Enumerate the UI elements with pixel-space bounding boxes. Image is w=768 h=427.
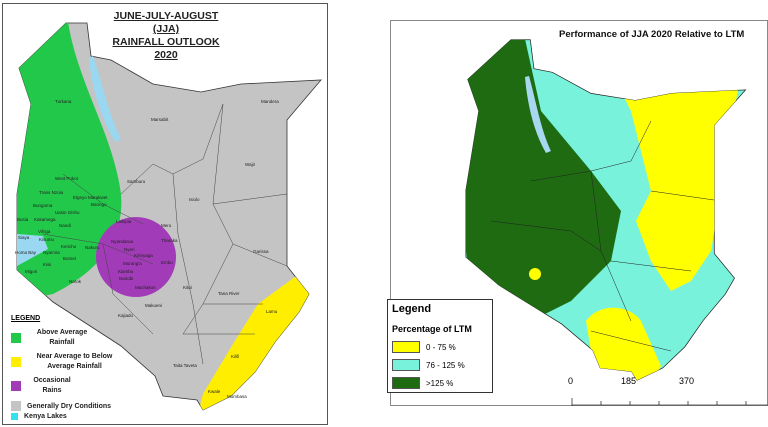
- scale-label: 0: [568, 376, 574, 386]
- legend-item-0-75: 0 - 75 %: [392, 341, 456, 353]
- performance-map: [465, 39, 747, 381]
- county-label: Nakuru: [85, 245, 100, 250]
- legend-item-above-125: >125 %: [392, 377, 453, 389]
- scale-bar: 0 185 370: [568, 376, 768, 406]
- outlook-title: JUNE-JULY-AUGUST (JJA) RAINFALL OUTLOOK 2…: [112, 10, 220, 61]
- county-label: Nyamira: [43, 250, 60, 255]
- county-label: Taita Taveta: [173, 363, 197, 368]
- county-label: Kirinyaga: [134, 253, 153, 258]
- legend-title: LEGEND: [11, 315, 41, 322]
- legend-item-76-125: 76 - 125 %: [392, 359, 465, 371]
- rainfall-outlook-map-panel: JUNE-JULY-AUGUST (JJA) RAINFALL OUTLOOK 2…: [2, 3, 328, 425]
- zero-75-zone-south: [586, 307, 661, 381]
- county-label: Bomet: [63, 256, 77, 261]
- legend-box: Legend Percentage of LTM 0 - 75 % 76 - 1…: [387, 299, 493, 393]
- county-label: Kericho: [61, 244, 77, 249]
- zero-75-spot: [529, 268, 541, 280]
- county-label: Tana River: [218, 291, 240, 296]
- legend-swatch: [11, 381, 21, 391]
- legend-subtitle: Percentage of LTM: [392, 324, 472, 334]
- county-label: Makueni: [145, 303, 163, 308]
- county-label: Migori: [25, 269, 38, 274]
- county-label: Kiambu: [118, 269, 134, 274]
- county-label: Kisumu: [39, 237, 55, 242]
- scale-label: 370: [679, 376, 695, 386]
- county-label: Kajiado: [118, 313, 134, 318]
- county-label: Laikipia: [116, 219, 132, 224]
- legend-swatch: [11, 357, 21, 367]
- county-label: Nandi: [59, 223, 71, 228]
- above-average-zone: [17, 23, 122, 304]
- legend-swatch: [11, 413, 18, 420]
- legend-item-lakes: Kenya Lakes: [11, 413, 67, 420]
- county-label: Mandera: [261, 99, 279, 104]
- county-label: Garissa: [253, 249, 269, 254]
- county-label: Trans Nzoia: [39, 190, 64, 195]
- county-label: Isiolo: [189, 197, 200, 202]
- legend-item-above-average: Above Average Rainfall: [11, 328, 97, 348]
- legend-title: Legend: [392, 303, 432, 315]
- county-borders: [490, 120, 722, 352]
- county-label: Nyeri: [124, 247, 135, 252]
- county-label: Tharaka: [161, 238, 178, 243]
- legend-swatch: [392, 359, 420, 371]
- county-label: Kitui: [183, 285, 192, 290]
- outlook-map: [16, 22, 322, 411]
- county-label: Uasin Gishu: [55, 210, 80, 215]
- county-label: Murang'a: [123, 261, 142, 266]
- county-label: Nairobi: [119, 276, 134, 281]
- county-label: Kakamega: [34, 217, 56, 222]
- county-label: Mombasa: [227, 394, 247, 399]
- county-label: Meru: [161, 223, 172, 228]
- county-label: Lamu: [266, 309, 278, 314]
- county-label: Narok: [69, 279, 82, 284]
- lake-turkana: [525, 76, 551, 153]
- legend-item-near-below-average: Near Average to Below Average Rainfall: [11, 352, 122, 372]
- lake-victoria: [17, 234, 48, 266]
- county-label: Busia: [17, 217, 29, 222]
- legend-swatch: [392, 341, 420, 353]
- legend-item-occasional-rains: Occasional Rains: [11, 376, 77, 396]
- scale-ticks: [571, 398, 768, 406]
- performance-map-panel: Performance of JJA 2020 Relative to LTM …: [387, 20, 768, 406]
- legend-swatch: [11, 401, 21, 411]
- county-label: Siaya: [18, 235, 30, 240]
- county-label: Baringo: [91, 202, 107, 207]
- county-label: Machakos: [135, 285, 156, 290]
- county-label: Elgeyo Marakwet: [73, 195, 108, 200]
- county-label: Kwale: [208, 389, 221, 394]
- county-label: Turkana: [55, 99, 72, 104]
- county-label: Kisii: [43, 262, 52, 267]
- near-below-average-zone: [198, 274, 321, 410]
- scale-label: 185: [621, 376, 637, 386]
- county-label: Homa Bay: [15, 250, 37, 255]
- lake-turkana: [89, 56, 121, 142]
- county-label: Samburu: [127, 179, 146, 184]
- legend-swatch: [392, 377, 420, 389]
- county-label: Embu: [161, 260, 173, 265]
- county-label: West Pokot: [55, 176, 78, 181]
- county-label: Nyandarua: [111, 239, 134, 244]
- county-borders: [42, 103, 288, 365]
- county-label: Kilifi: [231, 354, 240, 359]
- legend-swatch: [11, 333, 21, 343]
- legend-item-dry: Generally Dry Conditions: [11, 401, 111, 411]
- zero-75-zone-east: [621, 71, 741, 291]
- above-125-zone: [465, 39, 621, 321]
- county-label: Wajir: [245, 162, 256, 167]
- county-label: Vihiga: [38, 229, 51, 234]
- performance-title: Performance of JJA 2020 Relative to LTM: [559, 29, 745, 40]
- county-label: Bungoma: [33, 203, 53, 208]
- county-label: Marsabit: [151, 117, 169, 122]
